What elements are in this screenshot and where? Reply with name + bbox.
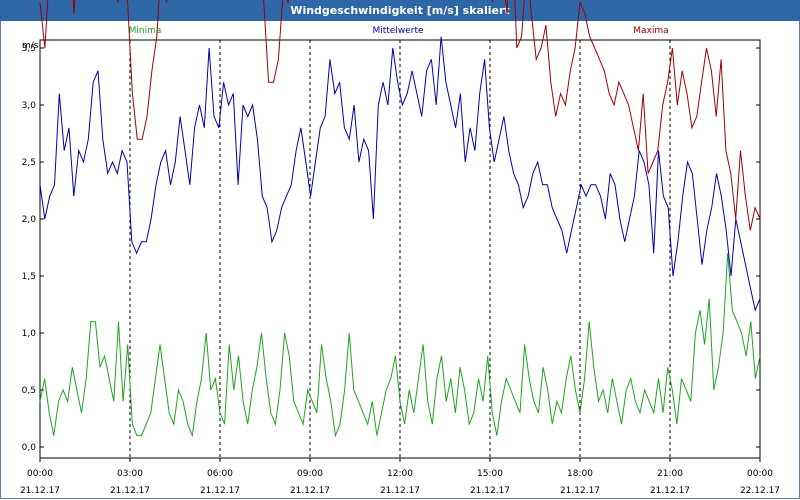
x-tick-date: 21.12.17 bbox=[650, 486, 690, 496]
x-tick-date: 21.12.17 bbox=[380, 486, 420, 496]
legend-mittelwerte: Mittelwerte bbox=[372, 26, 423, 36]
legend-minima: Minima bbox=[129, 26, 162, 36]
x-tick-date: 21.12.17 bbox=[110, 486, 150, 496]
y-tick-label: 2,5 bbox=[22, 158, 36, 168]
chart-title: Windgeschwindigkeit [m/s] skaliert bbox=[0, 0, 800, 21]
x-tick-date: 21.12.17 bbox=[20, 486, 60, 496]
series-line-mittelwerte bbox=[39, 36, 761, 312]
y-tick-label: 3,0 bbox=[22, 101, 37, 111]
x-tick-date: 21.12.17 bbox=[200, 486, 240, 496]
x-tick-time: 00:00 bbox=[27, 469, 53, 479]
y-tick-label: 3,5 bbox=[22, 44, 36, 54]
x-tick-time: 15:00 bbox=[477, 469, 503, 479]
series-line-minima bbox=[39, 253, 761, 438]
x-tick-time: 18:00 bbox=[567, 469, 593, 479]
x-tick-date: 21.12.17 bbox=[560, 486, 600, 496]
legend-maxima: Maxima bbox=[633, 26, 668, 36]
x-tick-time: 06:00 bbox=[207, 469, 233, 479]
y-axis-label: m/s bbox=[22, 41, 39, 51]
x-tick-date: 21.12.17 bbox=[470, 486, 510, 496]
series-line-maxima bbox=[39, 0, 761, 231]
x-tick-time: 00:00 bbox=[747, 469, 773, 479]
y-tick-label: 2,0 bbox=[22, 215, 37, 225]
y-tick-label: 1,0 bbox=[22, 329, 37, 339]
x-tick-date: 22.12.17 bbox=[740, 486, 780, 496]
x-tick-time: 21:00 bbox=[657, 469, 683, 479]
y-tick-label: 0,5 bbox=[22, 386, 36, 396]
y-tick-label: 1,5 bbox=[22, 272, 36, 282]
x-tick-time: 03:00 bbox=[117, 469, 143, 479]
y-tick-label: 0,0 bbox=[22, 443, 37, 453]
x-tick-time: 09:00 bbox=[297, 469, 323, 479]
x-tick-date: 21.12.17 bbox=[290, 486, 330, 496]
x-tick-time: 12:00 bbox=[387, 469, 413, 479]
